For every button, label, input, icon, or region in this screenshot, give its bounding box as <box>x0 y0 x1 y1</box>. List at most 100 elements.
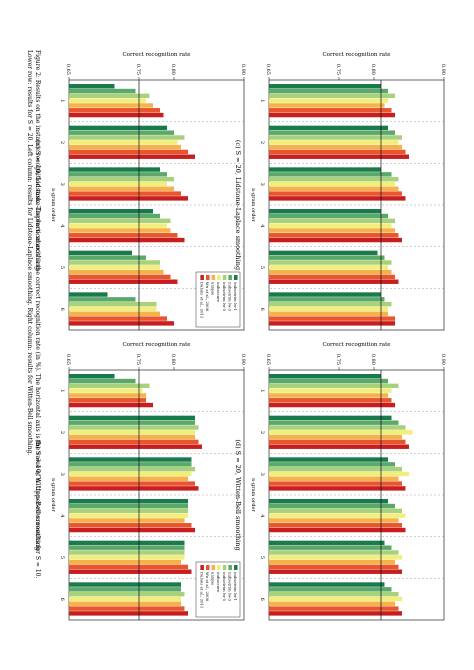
bar-2-5 <box>269 545 392 550</box>
bar-3-2 <box>69 425 199 430</box>
bar-5-4 <box>269 228 395 233</box>
x-tick-label: 4 <box>259 514 265 517</box>
bar-2-5 <box>69 545 185 550</box>
bar-3-3 <box>269 466 402 472</box>
x-tick-label: 6 <box>59 598 65 601</box>
legend-label: indisetrim lw-3 <box>227 572 232 602</box>
bar-2-1 <box>269 88 388 94</box>
bar-7-4 <box>69 527 195 533</box>
caption-line-1: Figure 2: Results on the instance recogn… <box>34 50 41 579</box>
bar-4-6 <box>69 596 181 602</box>
bar-5-1 <box>69 393 146 398</box>
bar-2-6 <box>269 587 392 592</box>
bar-4-6 <box>269 596 402 602</box>
bar-2-6 <box>269 297 385 302</box>
legend-label: unique <box>211 282 216 296</box>
bar-2-1 <box>269 378 388 384</box>
bar-4-6 <box>69 306 157 312</box>
legend-box <box>195 271 241 328</box>
bar-7-3 <box>69 486 199 491</box>
bar-6-4 <box>269 523 402 528</box>
bar-7-6 <box>269 611 402 616</box>
bar-3-4 <box>269 508 402 514</box>
bar-6-1 <box>269 398 392 403</box>
y-tick-label: 0.90 <box>440 354 446 365</box>
bar-4-5 <box>69 555 185 560</box>
bar-6-4 <box>69 523 192 528</box>
bar-6-2 <box>269 149 406 155</box>
x-tick-label: 6 <box>259 598 265 601</box>
bar-6-2 <box>69 149 188 155</box>
bar-1-3 <box>269 457 388 462</box>
bar-1-3 <box>269 167 381 172</box>
x-tick-label: 3 <box>59 473 65 476</box>
chart-panel-1: 0.65 0.75 0.80 0.90 Correct recognition rate… <box>34 52 246 331</box>
y-tick-label: 0.75 <box>335 354 341 365</box>
bar-1-1 <box>269 84 381 89</box>
bar-4-1 <box>69 388 143 393</box>
x-tick-label: 4 <box>59 224 65 227</box>
bar-5-4 <box>269 518 399 523</box>
bar-1-5 <box>269 540 385 546</box>
bar-4-4 <box>69 513 188 518</box>
bar-4-5 <box>269 555 402 560</box>
bar-3-3 <box>69 466 195 472</box>
y-axis-label: Correct recognition rate <box>122 342 190 348</box>
bar-2-2 <box>69 130 174 135</box>
bar-2-4 <box>269 213 388 219</box>
bar-5-3 <box>69 186 174 191</box>
y-tick-label: 0.90 <box>440 64 446 75</box>
bar-5-2 <box>69 434 195 440</box>
bar-4-4 <box>269 223 392 228</box>
bar-5-3 <box>269 186 399 191</box>
bar-7-3 <box>269 486 406 491</box>
y-tick-label: 0.90 <box>240 64 246 75</box>
bar-2-3 <box>69 172 167 177</box>
bar-7-2 <box>69 444 202 449</box>
bar-3-4 <box>69 218 171 224</box>
bar-6-2 <box>269 439 406 445</box>
bar-1-4 <box>269 209 381 214</box>
bar-7-6 <box>69 611 188 616</box>
bar-4-3 <box>269 181 395 187</box>
y-tick-label: 0.75 <box>335 64 341 75</box>
bar-1-6 <box>269 582 385 587</box>
bar-4-5 <box>69 265 160 270</box>
bar-6-3 <box>69 481 195 486</box>
bar-4-3 <box>269 471 409 477</box>
x-axis-label: n-gram order <box>250 478 256 512</box>
subfigure-caption: (d) S = 20, Witten-Bell smoothing <box>234 439 242 550</box>
x-tick-label: 1 <box>259 389 265 392</box>
bar-2-6 <box>69 297 136 302</box>
legend-swatch <box>217 565 221 570</box>
bar-7-5 <box>69 569 192 574</box>
bar-7-2 <box>269 444 409 449</box>
bar-6-1 <box>69 108 160 113</box>
bar-6-3 <box>269 481 402 486</box>
legend-swatch <box>234 565 238 570</box>
bar-1-5 <box>69 250 132 256</box>
bar-6-3 <box>69 191 181 196</box>
legend-swatch <box>217 275 221 280</box>
bar-3-1 <box>69 93 150 99</box>
bar-4-6 <box>269 306 388 312</box>
chart-panel-3: 0.65 0.75 0.80 0.90 Correct recognition rate… <box>234 52 446 331</box>
caption-line-2: Lower row: results for S = 20. Left colu… <box>26 50 33 456</box>
subfigure-caption: (b) S = 10, Witten-Bell smoothing <box>34 439 42 550</box>
y-axis-label: Correct recognition rate <box>322 52 390 58</box>
bar-7-1 <box>269 112 395 118</box>
bar-7-6 <box>269 321 395 326</box>
bar-6-4 <box>269 233 399 238</box>
legend-label: Dubois et al., 2011 <box>199 572 204 608</box>
bar-4-1 <box>269 388 392 393</box>
legend-label: indisetrim lw-3 <box>227 282 232 312</box>
bar-5-1 <box>69 103 153 108</box>
x-tick-label: 5 <box>259 556 265 559</box>
bar-5-2 <box>69 144 181 150</box>
bar-5-5 <box>269 559 395 565</box>
bar-6-6 <box>69 606 185 611</box>
bar-4-1 <box>269 98 388 103</box>
bar-2-2 <box>269 420 399 425</box>
bar-1-3 <box>69 167 160 172</box>
y-tick-label: 0.75 <box>135 64 141 75</box>
